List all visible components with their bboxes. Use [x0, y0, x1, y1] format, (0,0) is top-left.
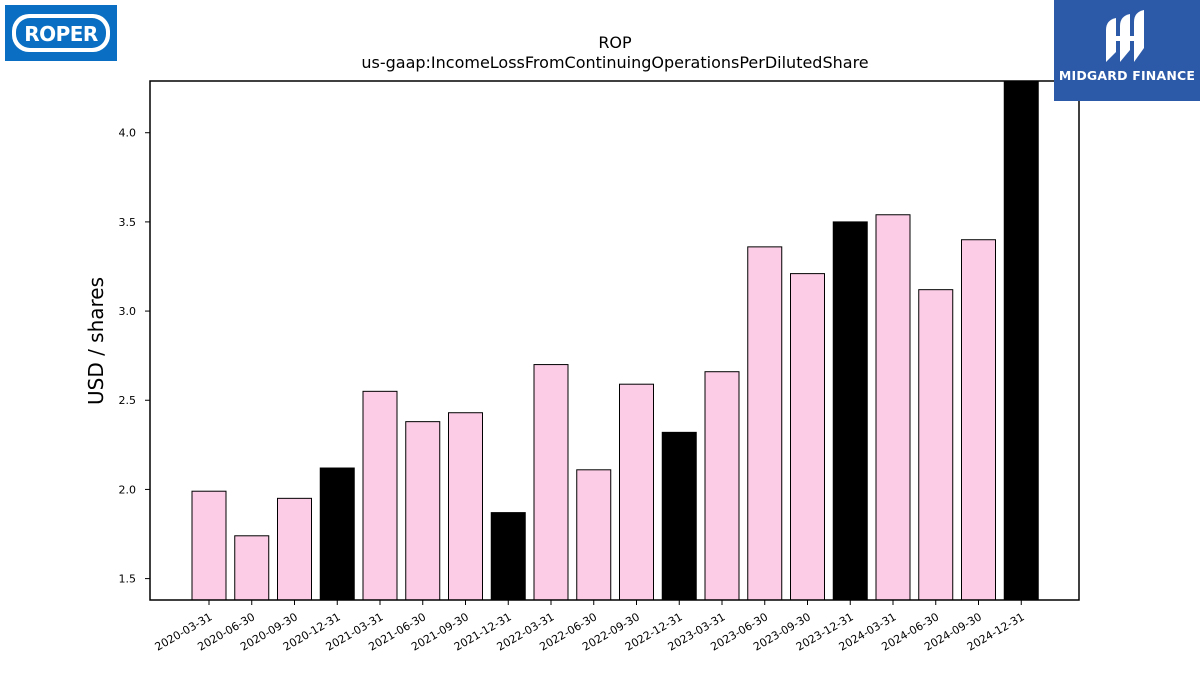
bar-2023-09-30	[790, 273, 825, 601]
svg-text:ROPER: ROPER	[24, 22, 98, 46]
bar-2022-06-30	[576, 469, 612, 601]
bar-2024-06-30	[918, 289, 954, 601]
y-ticks-group: 1.5 2.0 2.5 3.0 3.5 4.0	[119, 127, 150, 586]
y-tick-label: 4.0	[119, 127, 137, 140]
roper-logo-mark: ROPER	[12, 14, 110, 52]
bar-2022-09-30	[619, 383, 654, 601]
y-tick-label: 1.5	[119, 573, 137, 586]
bars-group	[191, 80, 1039, 601]
x-ticks-group: 2020-03-312020-06-302020-09-302020-12-31…	[153, 600, 1027, 654]
y-tick-label: 2.5	[119, 394, 137, 407]
chart-title: ROP	[598, 33, 632, 52]
bar-2021-06-30	[405, 421, 441, 601]
y-tick-label: 3.5	[119, 216, 137, 229]
y-tick-label: 3.0	[119, 305, 137, 318]
plot-frame	[149, 80, 1080, 601]
bar-2021-09-30	[448, 412, 483, 601]
midgard-logo-mark	[1106, 10, 1144, 62]
roper-logo: ROPER	[5, 5, 117, 61]
bar-2023-03-31	[704, 371, 740, 601]
bar-2020-09-30	[277, 497, 312, 601]
bar-2021-03-31	[362, 390, 398, 601]
bar-2021-12-31	[490, 512, 526, 601]
bar-2020-06-30	[234, 535, 270, 601]
bar-2020-12-31	[319, 467, 355, 601]
bar-2023-12-31	[832, 221, 868, 601]
midgard-logo-text: MIDGARD FINANCE	[1058, 68, 1196, 83]
y-axis-label: USD / shares	[84, 277, 108, 405]
bar-2023-06-30	[747, 246, 783, 601]
y-tick-label: 2.0	[119, 483, 137, 496]
midgard-finance-logo: MIDGARD FINANCE	[1054, 0, 1200, 101]
bar-2024-03-31	[875, 214, 911, 601]
bar-2024-12-31	[1003, 80, 1039, 601]
bar-2024-09-30	[961, 239, 996, 601]
chart-subtitle: us-gaap:IncomeLossFromContinuingOperatio…	[361, 53, 868, 72]
bar-2022-03-31	[533, 364, 569, 601]
bar-2022-12-31	[661, 431, 697, 601]
bar-2020-03-31	[191, 490, 227, 601]
